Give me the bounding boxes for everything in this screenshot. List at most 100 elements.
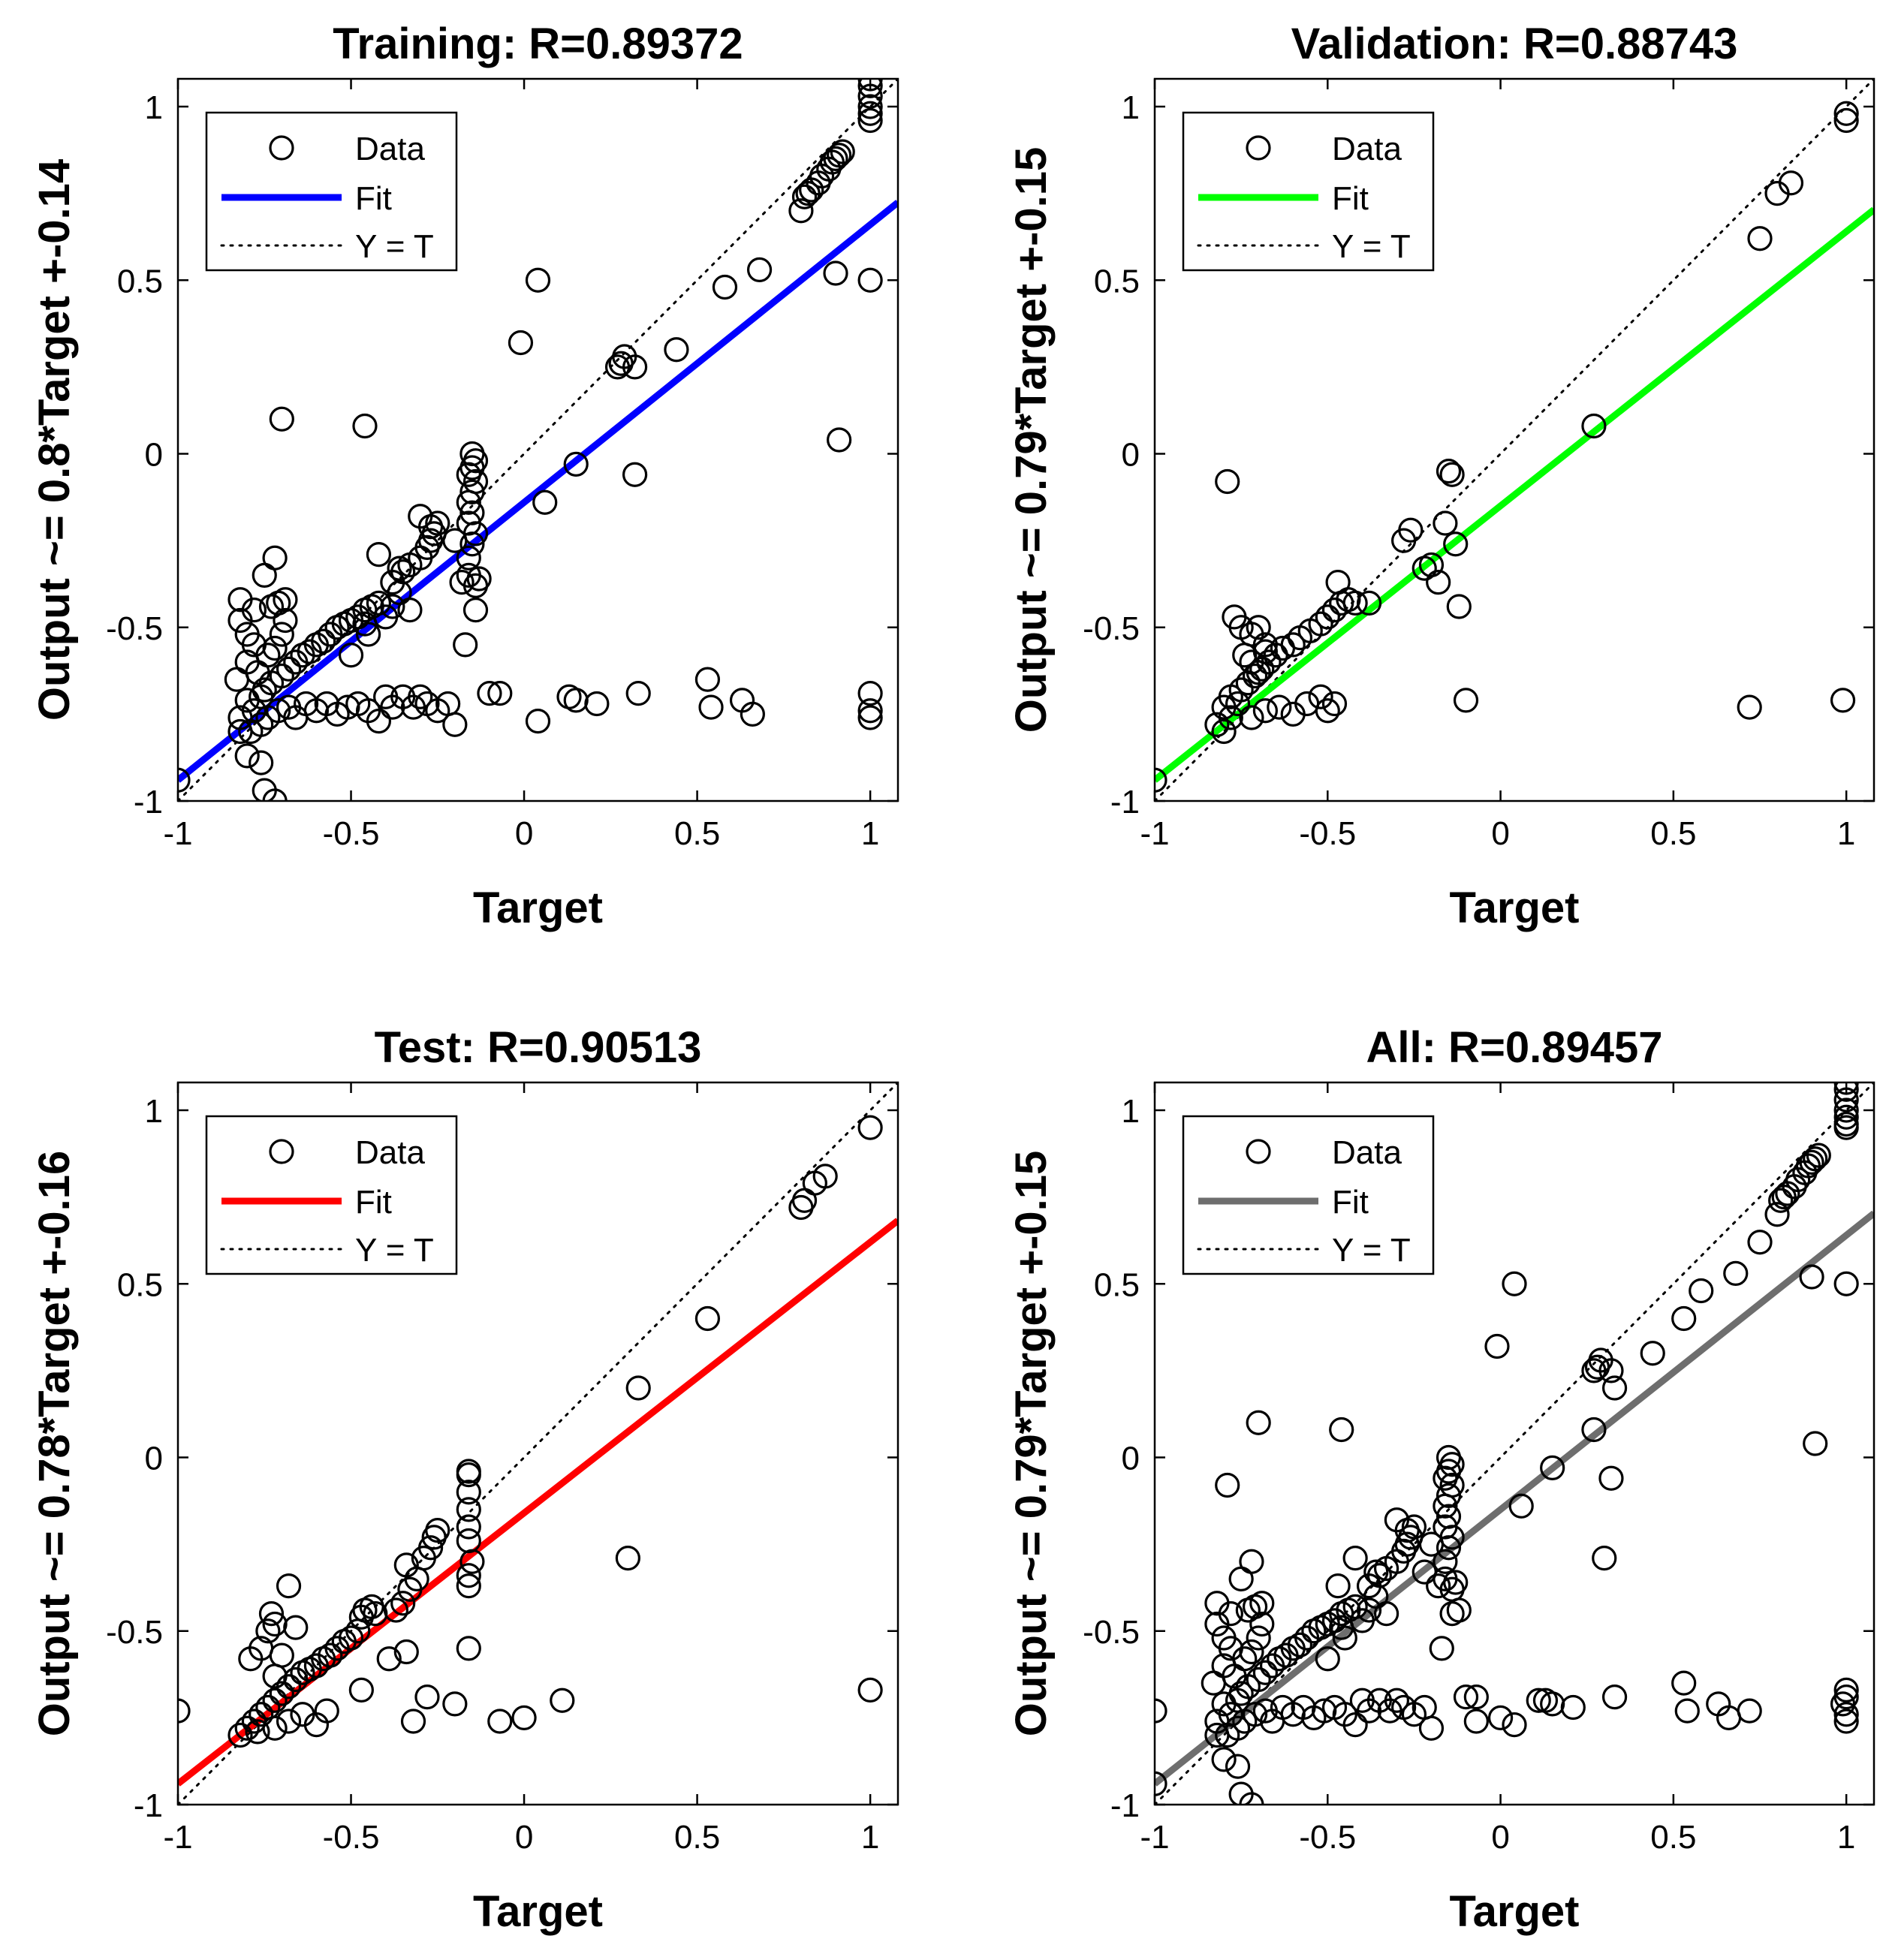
data-point <box>1833 1709 1859 1734</box>
data-point <box>1560 1694 1586 1721</box>
data-point <box>857 1677 883 1703</box>
y-tick-label: -1 <box>134 1787 163 1824</box>
x-axis-label: Target <box>473 1887 603 1936</box>
data-point <box>283 1615 309 1640</box>
data-point <box>1211 1747 1237 1772</box>
panel-test: Test: R=0.90513 Target Output ~= 0.78*Ta… <box>30 1023 899 1936</box>
data-point <box>456 1514 481 1540</box>
y-tick-label: -1 <box>1110 1787 1140 1824</box>
legend-box <box>205 1115 458 1275</box>
data-point <box>414 1685 440 1710</box>
x-tick-label: 1 <box>1837 1819 1855 1856</box>
data-point <box>397 598 423 623</box>
data-point <box>408 504 433 529</box>
data-point <box>276 656 302 682</box>
data-point <box>383 1597 409 1623</box>
data-point <box>746 257 773 282</box>
data-point <box>1373 1601 1399 1627</box>
data-point <box>355 622 381 647</box>
data-point <box>442 528 468 553</box>
legend-label-identity: Y = T <box>1332 1232 1411 1269</box>
data-point <box>352 413 378 439</box>
panel-training: Training: R=0.89372 Target Output ~= 0.8… <box>30 20 899 932</box>
data-point <box>262 1688 288 1713</box>
data-point <box>1252 698 1278 724</box>
data-point <box>1487 1705 1514 1730</box>
data-point <box>1342 590 1368 616</box>
data-point <box>1232 1646 1258 1672</box>
axes-box <box>1153 1081 1875 1806</box>
data-point <box>1446 1597 1472 1623</box>
data-point <box>1325 1573 1351 1599</box>
y-tick-label: -1 <box>134 784 163 820</box>
data-point <box>1242 663 1268 689</box>
data-point <box>508 330 534 356</box>
data-point <box>269 406 294 432</box>
data-point <box>698 694 724 720</box>
data-point <box>241 598 267 623</box>
data-point <box>857 705 883 730</box>
data-point <box>266 698 291 724</box>
data-point <box>1239 705 1264 730</box>
data-point <box>1384 1507 1410 1533</box>
legend-label-data: Data <box>1332 1134 1402 1171</box>
data-point <box>827 427 852 453</box>
data-point <box>1463 1685 1489 1710</box>
y-tick-label: 0 <box>145 437 163 474</box>
data-point <box>694 667 721 692</box>
data-point <box>425 1518 450 1543</box>
data-point <box>1436 459 1462 484</box>
data-point <box>1225 691 1251 717</box>
data-point <box>1228 1566 1254 1591</box>
plot-content <box>178 1082 898 1805</box>
y-tick-label: 0 <box>1122 437 1140 474</box>
data-point <box>453 632 478 658</box>
data-point <box>1799 1149 1824 1175</box>
data-point <box>273 607 298 634</box>
data-point <box>1155 1698 1167 1724</box>
fit-line <box>1155 206 1874 783</box>
data-point <box>1228 677 1254 703</box>
data-point <box>823 260 848 286</box>
identity-line <box>1155 1082 1874 1805</box>
data-point <box>1287 1632 1313 1657</box>
data-point <box>1439 462 1465 487</box>
data-point <box>1737 694 1762 720</box>
data-point <box>352 611 378 637</box>
data-point <box>625 1375 651 1401</box>
identity-line <box>178 1082 898 1805</box>
data-point <box>1418 552 1445 578</box>
data-point <box>622 462 648 487</box>
data-point <box>1436 1444 1462 1471</box>
data-point <box>417 1535 444 1561</box>
data-point <box>1436 1483 1462 1508</box>
data-point <box>456 1636 481 1661</box>
legend-box <box>205 111 458 272</box>
data-point <box>827 143 852 168</box>
data-point <box>234 1715 260 1741</box>
data-point <box>462 468 489 495</box>
data-point <box>1601 1685 1628 1710</box>
data-point <box>252 562 277 588</box>
data-point <box>425 510 450 536</box>
data-point <box>276 1709 302 1734</box>
data-point <box>262 1715 288 1741</box>
data-point <box>1228 1681 1254 1706</box>
legend-label-data: Data <box>1332 131 1402 167</box>
data-point <box>252 778 277 801</box>
data-point <box>1225 1715 1251 1741</box>
data-point <box>791 184 818 209</box>
legend-label-data: Data <box>355 131 425 167</box>
panel-title: All: R=0.89457 <box>1366 1023 1663 1072</box>
legend-box <box>1182 1115 1435 1275</box>
data-point <box>1218 1601 1243 1627</box>
data-point <box>1332 1625 1357 1651</box>
data-point <box>1267 694 1292 720</box>
data-point <box>712 274 738 300</box>
data-point <box>1280 632 1306 658</box>
data-point <box>823 146 848 171</box>
x-tick-label: 0.5 <box>674 815 720 852</box>
data-point <box>1598 1465 1624 1491</box>
y-tick-label: 0.5 <box>1094 1266 1140 1303</box>
data-point <box>408 684 433 709</box>
